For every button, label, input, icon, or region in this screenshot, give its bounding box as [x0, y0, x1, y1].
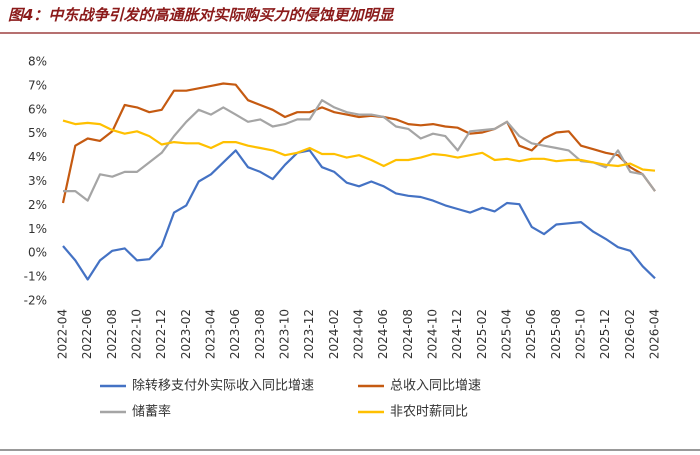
- x-tick-label: 2023-12: [302, 309, 316, 359]
- x-tick-label: 2022-10: [130, 309, 144, 359]
- y-tick-label: 0%: [28, 246, 47, 260]
- x-tick-label: 2024-04: [352, 309, 366, 359]
- x-tick-label: 2022-08: [105, 309, 119, 359]
- legend-label: 非农时薪同比: [390, 405, 468, 420]
- x-tick-label: 2025-12: [598, 309, 612, 359]
- x-tick-label: 2022-12: [154, 309, 168, 359]
- y-tick-label: 7%: [28, 78, 47, 92]
- series-line: [62, 149, 656, 281]
- x-tick-label: 2024-06: [376, 309, 390, 359]
- x-tick-label: 2023-08: [253, 309, 267, 359]
- y-tick-label: 5%: [28, 126, 47, 140]
- chart-title: 图4：中东战争引发的高通胀对实际购买力的侵蚀更加明显: [8, 6, 394, 24]
- x-tick-label: 2025-10: [574, 309, 588, 359]
- series-line: [62, 119, 656, 172]
- y-tick-label: 4%: [28, 150, 47, 164]
- series-line: [61, 82, 656, 204]
- y-tick-label: -2%: [24, 294, 47, 308]
- x-tick-label: 2025-06: [524, 309, 538, 359]
- legend-label: 总收入同比增速: [390, 379, 481, 394]
- x-tick-label: 2026-04: [648, 309, 662, 359]
- y-tick-label: -1%: [24, 270, 47, 284]
- x-tick-label: 2023-10: [278, 309, 292, 359]
- y-tick-label: 3%: [28, 174, 47, 188]
- x-tick-label: 2024-08: [401, 309, 415, 359]
- x-tick-label: 2024-10: [426, 309, 440, 359]
- y-tick-label: 1%: [28, 222, 47, 236]
- x-tick-label: 2025-02: [475, 309, 489, 359]
- x-tick-label: 2026-02: [623, 309, 637, 359]
- legend-label: 除转移支付外实际收入同比增速: [132, 379, 314, 394]
- x-tick-label: 2023-06: [228, 309, 242, 359]
- x-tick-label: 2023-02: [179, 309, 193, 359]
- y-tick-label: 2%: [28, 198, 47, 212]
- x-tick-label: 2023-04: [204, 309, 218, 359]
- x-tick-label: 2022-06: [80, 309, 94, 359]
- x-tick-label: 2024-12: [450, 309, 464, 359]
- legend-label: 储蓄率: [132, 404, 171, 420]
- x-tick-label: 2022-04: [56, 309, 70, 359]
- x-tick-label: 2025-04: [500, 309, 514, 359]
- x-tick-label: 2025-08: [549, 309, 563, 359]
- y-tick-label: 6%: [28, 102, 47, 116]
- x-tick-label: 2024-02: [327, 309, 341, 359]
- y-tick-label: 8%: [28, 55, 47, 69]
- series-line: [63, 99, 656, 202]
